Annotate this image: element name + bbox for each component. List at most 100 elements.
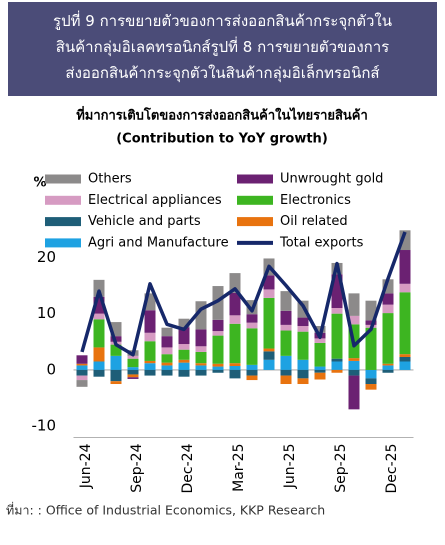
bar-segment <box>382 279 394 294</box>
bar-segment <box>195 346 207 352</box>
bar-segment <box>161 354 173 363</box>
header-line: สินค้ากลุ่มอิเลคทรอนิกส์รูปที่ 8 การขยาย… <box>55 38 390 56</box>
bar-segment <box>331 358 343 362</box>
bar-segment <box>280 324 292 331</box>
bar-segment <box>382 313 394 364</box>
x-tick-label: Sep-25 <box>333 444 349 493</box>
bar-segment <box>144 363 156 370</box>
bar-segment <box>212 331 224 336</box>
y-tick-label: 10 <box>37 304 56 322</box>
bar-segment <box>229 369 241 379</box>
bar-segment <box>93 279 105 297</box>
bar-segment <box>127 358 139 368</box>
bar-segment <box>93 347 105 362</box>
bar-segment <box>144 341 156 361</box>
bar-segment <box>246 328 258 365</box>
bar-segment <box>110 322 122 337</box>
bar-segment <box>212 286 224 320</box>
bar-segment <box>382 293 394 305</box>
y-tick-label: 0 <box>46 360 56 378</box>
bar-segment <box>161 365 173 370</box>
bar-segment <box>399 361 411 370</box>
bar-segment <box>195 363 207 366</box>
bar-segment <box>229 365 241 370</box>
bar-segment <box>399 230 411 251</box>
bar-segment <box>195 369 207 376</box>
chart-title: ที่มาการเติบโตของการส่งออกสินค้าในไทยราย… <box>76 106 368 124</box>
bar-segment <box>76 369 88 376</box>
legend-label: Electrical appliances <box>88 193 222 208</box>
bar-segment <box>365 320 377 325</box>
bar-segment <box>382 369 394 373</box>
bar-segment <box>246 369 258 376</box>
bar-segment <box>348 293 360 316</box>
bar-segment <box>93 319 105 348</box>
bar-segment <box>314 338 326 343</box>
bar-segment <box>76 375 88 381</box>
bar-segment <box>212 363 224 367</box>
bar-segment <box>246 375 258 381</box>
bar-segment <box>76 355 88 364</box>
bar-segment <box>331 369 343 373</box>
bar-segment <box>93 313 105 320</box>
x-tick-label: Jun-24 <box>78 443 94 489</box>
bar-segment <box>297 359 309 370</box>
bar-segment <box>399 354 411 357</box>
bar-segment <box>263 348 275 352</box>
bar-segment <box>348 369 360 376</box>
bar-segment <box>161 347 173 355</box>
bar-segment <box>263 289 275 298</box>
bar-segment <box>365 384 377 390</box>
x-tick-label: Sep-24 <box>129 443 145 492</box>
bar-segment <box>93 369 105 377</box>
bar-segment <box>212 335 224 364</box>
bar-segment <box>212 319 224 332</box>
x-tick-label: Mar-25 <box>231 444 247 492</box>
legend-label: Oil related <box>280 214 348 229</box>
bar-segment <box>93 296 105 314</box>
bar-segment <box>314 366 326 370</box>
chart-subtitle: (Contribution to YoY growth) <box>116 132 328 147</box>
bar-segment <box>246 314 258 323</box>
bar-segment <box>195 301 207 330</box>
legend-swatch <box>45 238 81 248</box>
bar-segment <box>76 380 88 387</box>
bar-segment <box>348 358 360 361</box>
bar-segment <box>297 378 309 385</box>
bar-segment <box>399 283 411 293</box>
bar-segment <box>110 369 122 382</box>
legend-swatch <box>237 195 273 205</box>
bar-segment <box>178 318 190 328</box>
header-line: รูปที่ 9 การขยายตัวของการส่งออกสินค้ากระ… <box>53 12 392 30</box>
bar-segment <box>229 363 241 366</box>
bar-segment <box>93 361 105 370</box>
legend-swatch <box>45 195 81 205</box>
bar-segment <box>314 342 326 367</box>
bar-segment <box>365 327 377 370</box>
y-tick-label: 20 <box>37 248 56 266</box>
bar-segment <box>144 332 156 342</box>
legend-label: Total exports <box>279 235 364 250</box>
bar-segment <box>144 369 156 376</box>
bar-segment <box>280 369 292 376</box>
bar-segment <box>127 369 139 375</box>
bar-segment <box>297 317 309 327</box>
bar-segment <box>178 369 190 377</box>
legend-label: Electronics <box>280 193 351 208</box>
bar-segment <box>297 326 309 332</box>
bar-segment <box>178 349 190 360</box>
bar-segment <box>144 310 156 333</box>
bar-segment <box>399 250 411 284</box>
bar-segment <box>76 363 88 366</box>
bar-segment <box>110 355 122 370</box>
bar-segment <box>365 300 377 321</box>
legend-label: Unwrought gold <box>280 172 383 187</box>
legend-swatch <box>45 174 81 184</box>
bar-segment <box>399 356 411 362</box>
bar-segment <box>195 365 207 370</box>
bar-segment <box>161 336 173 348</box>
bar-segment <box>331 308 343 314</box>
bar-segment <box>161 327 173 337</box>
header-line: ส่งออกสินค้ากระจุกตัวในสินค้ากลุ่มอิเล็ก… <box>65 64 380 82</box>
legend-swatch <box>45 217 81 227</box>
